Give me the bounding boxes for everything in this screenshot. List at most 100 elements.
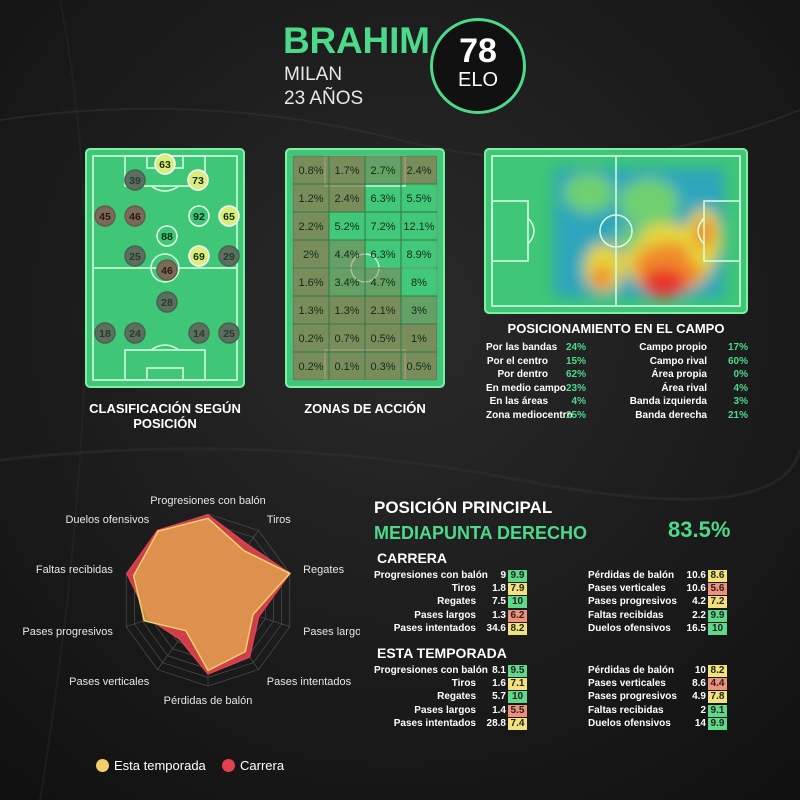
main-position-percent: 83.5% [668, 517, 731, 542]
position-rating-circle [188, 205, 210, 227]
zone-cell [400, 351, 438, 381]
zone-value: 2.4% [334, 193, 359, 205]
heatmap-stat-value: 3% [733, 396, 748, 407]
stat-value: 1.8 [492, 583, 506, 595]
position-rating-value: 88 [161, 231, 173, 243]
zone-value: 7.2% [370, 221, 395, 233]
radar-axis-label: Duelos ofensivos [65, 514, 149, 526]
stat-value: 28.8 [486, 717, 506, 729]
position-rating-value: 39 [129, 175, 141, 187]
position-rating-circle [187, 169, 209, 191]
zone-value: 1% [411, 333, 427, 345]
zone-cell [400, 183, 438, 213]
position-rating-value: 25 [129, 251, 141, 263]
stat-score-box: 7.9 [508, 583, 527, 596]
stat-value: 4.2 [692, 596, 706, 608]
heatmap-stat-value: 15% [565, 355, 586, 367]
zone-value: 6.3% [370, 249, 395, 261]
stat-score-box: 7.1 [508, 678, 527, 691]
zone-value: 0.5% [406, 361, 431, 373]
heatmap-stat-value: 60% [727, 355, 748, 367]
stat-score-box: 10 [708, 622, 727, 635]
radar-axis-label: Pases verticales [69, 676, 150, 688]
stat-label: Regates [437, 691, 476, 703]
heatmap-stat-label: En medio campo [486, 382, 567, 394]
stat-value: 10 [694, 665, 706, 676]
zone-cell [292, 211, 330, 241]
stat-label: Pases verticales [588, 583, 666, 595]
position-rating-value: 92 [193, 211, 205, 223]
position-rating-circle [124, 322, 146, 344]
player-name: BRAHIM [283, 20, 430, 61]
zone-value: 8% [411, 277, 427, 289]
stat-label: Pases largos [414, 704, 476, 716]
stat-score-box: 9.5 [508, 665, 527, 677]
stat-label: Progresiones con balón [374, 665, 488, 676]
stat-score-box: 7.8 [708, 691, 727, 704]
legend-season: Esta temporada [96, 758, 206, 773]
stat-value: 2 [700, 704, 706, 716]
stat-value: 8.1 [492, 665, 506, 676]
radar-axis-label: Progresiones con balón [150, 495, 266, 507]
stat-label: Pases progresivos [588, 596, 677, 608]
position-rating-circle [218, 322, 240, 344]
stat-label: Pases verticales [588, 678, 666, 690]
heatmap-stat-label: Área rival [661, 382, 707, 394]
zone-cell [292, 351, 330, 381]
zone-value: 0.7% [334, 333, 359, 345]
zone-value: 0.8% [298, 165, 323, 177]
zone-value: 12.1% [403, 221, 434, 233]
zone-cell [292, 267, 330, 297]
heatmap-stat-label: Zona mediocentro [486, 409, 573, 421]
heatmap-caption: POSICIONAMIENTO EN EL CAMPO [507, 321, 725, 336]
stat-score-box: 9.9 [508, 570, 527, 582]
stat-score-box: 8.6 [708, 570, 727, 582]
zone-cell [328, 155, 366, 185]
zone-value: 0.3% [370, 361, 395, 373]
heatmap-stat-value: 21% [727, 409, 748, 421]
position-rating-value: 25 [223, 328, 235, 340]
legend-season-label: Esta temporada [114, 758, 206, 773]
stat-value: 14 [694, 717, 706, 729]
legend-career: Carrera [222, 758, 284, 773]
position-rating-circle [124, 205, 146, 227]
stat-score-box: 5.6 [708, 583, 727, 596]
zone-value: 3% [411, 305, 427, 317]
position-rating-circle [124, 245, 146, 267]
heatmap-stat-value: 24% [565, 342, 586, 353]
stat-label: Tiros [451, 583, 476, 595]
stat-score-box: 4.4 [708, 678, 727, 691]
zone-cell [400, 211, 438, 241]
position-rating-circle [218, 245, 240, 267]
radar-axis-label: Pérdidas de balón [164, 695, 253, 707]
position-rating-value: 18 [99, 328, 111, 340]
position-rating-circle [94, 205, 116, 227]
zone-cell [292, 183, 330, 213]
stat-value: 10.6 [686, 583, 706, 595]
stat-value: 7.5 [492, 596, 506, 608]
stat-label: Pérdidas de balón [588, 665, 675, 676]
stat-label: Duelos ofensivos [588, 622, 671, 634]
player-age: 23 AÑOS [284, 88, 364, 109]
player-club: MILAN [284, 64, 343, 85]
zone-value: 1.7% [334, 165, 359, 177]
position-rating-circle [188, 245, 210, 267]
elo-label: ELO [457, 69, 499, 91]
position-rating-value: 69 [193, 251, 205, 263]
heatmap-stat-value: 62% [565, 369, 586, 380]
position-rating-value: 28 [161, 297, 173, 309]
position-rating-circle [124, 169, 146, 191]
elo-badge: 78 ELO [430, 18, 526, 114]
stat-label: Pases progresivos [588, 691, 677, 703]
stat-label: Progresiones con balón [374, 570, 488, 581]
position-rating-circle [218, 205, 240, 227]
zone-value: 0.5% [370, 333, 395, 345]
heatmap-stat-value: 25% [565, 409, 586, 421]
zone-cell [292, 155, 330, 185]
position-rating-value: 46 [129, 211, 141, 223]
zone-value: 6.3% [370, 193, 395, 205]
zone-cell [328, 267, 366, 297]
stat-score-box: 5.5 [508, 704, 527, 717]
stat-label: Pases intentados [393, 717, 476, 729]
